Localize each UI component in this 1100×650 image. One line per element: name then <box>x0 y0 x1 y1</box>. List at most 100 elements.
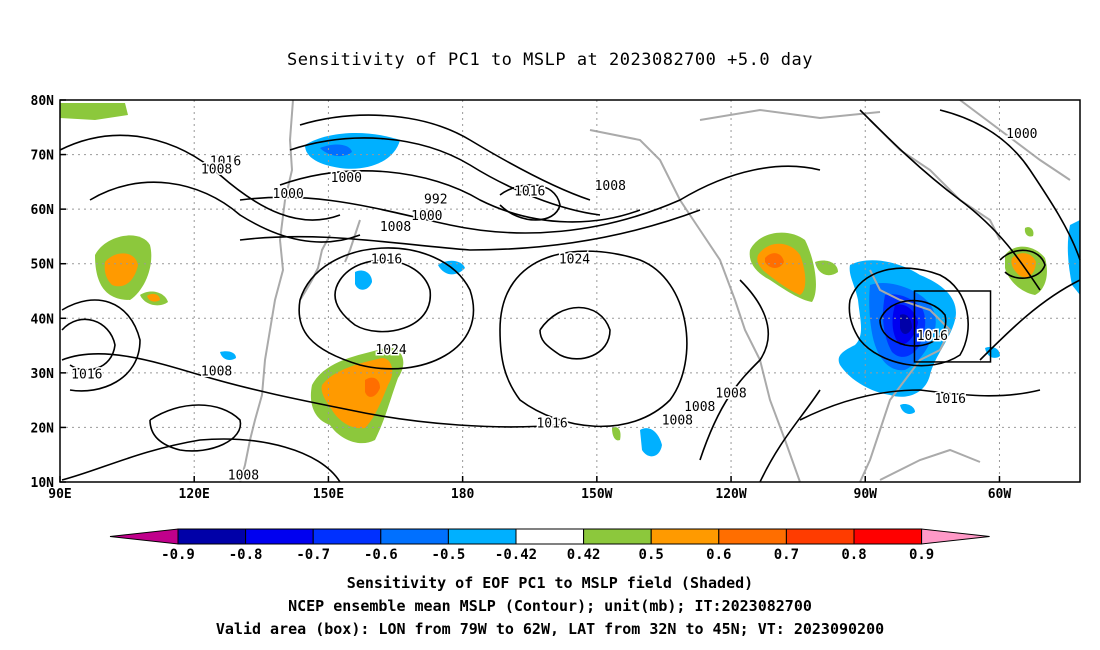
contour-line <box>279 170 641 223</box>
sensitivity-blob <box>305 133 400 169</box>
contour-label: 1008 <box>201 163 232 178</box>
lat-tick-label: 30N <box>31 367 55 382</box>
sensitivity-blob <box>147 293 160 302</box>
coast-east-asia <box>239 99 294 483</box>
contour-label: 1000 <box>331 171 362 186</box>
contour-line <box>999 249 1046 279</box>
sensitivity-blob <box>321 358 393 429</box>
colorbar-swatch <box>380 528 449 545</box>
contour-line <box>334 259 431 333</box>
lat-tick-label: 80N <box>31 94 55 109</box>
colorbar-label: -0.9 <box>161 547 195 563</box>
coast-caribbean <box>879 448 981 481</box>
contour-label: 1016 <box>536 416 567 431</box>
colorbar-swatch <box>853 528 923 545</box>
contour-label: 1016 <box>917 329 948 344</box>
colorbar-label: -0.7 <box>296 547 330 563</box>
valid-area-box <box>913 290 992 363</box>
sensitivity-blob <box>355 270 372 290</box>
contour-label: 1016 <box>210 154 241 169</box>
contour-line <box>61 299 141 392</box>
contour-label: 1008 <box>684 400 715 415</box>
colorbar-label: 0.42 <box>567 547 601 563</box>
lon-tick-label: 90W <box>854 487 878 502</box>
contour-line <box>299 114 591 201</box>
colorbar-label: 0.5 <box>639 547 664 563</box>
contour-label: 992 <box>424 193 447 208</box>
sensitivity-blob <box>640 428 662 457</box>
coast-greenland <box>959 99 1071 181</box>
colorbar-swatch <box>583 528 652 545</box>
colorbar-swatch <box>312 528 382 545</box>
sensitivity-blob <box>900 403 915 414</box>
contour-label: 1016 <box>514 185 545 200</box>
colorbar-label: 0.6 <box>706 547 731 563</box>
contour-line <box>499 250 688 428</box>
coast-north-america-east <box>859 269 952 483</box>
contour-line <box>759 389 821 483</box>
lon-tick-label: 120W <box>715 487 746 502</box>
colorbar-swatch <box>447 528 517 545</box>
contour-label: 1000 <box>1006 127 1037 142</box>
colorbar: -0.9 -0.8 -0.7 -0.6 -0.5 -0.42 0.42 0.5 0.6 0.7 0.… <box>109 528 990 563</box>
sensitivity-blob <box>365 377 380 397</box>
caption-valid-area: Valid area (box): LON from 79W to 62W, L… <box>215 620 885 638</box>
sensitivity-blob <box>320 144 352 157</box>
lon-tick-label: 150E <box>313 487 344 502</box>
contour-line <box>499 184 561 221</box>
contour-line <box>848 267 969 367</box>
colorbar-swatch <box>177 528 247 545</box>
contour-line <box>799 389 1041 421</box>
contour-label: 1016 <box>371 253 402 268</box>
contour-line <box>239 209 701 251</box>
colorbar-swatch <box>650 528 720 545</box>
contour-label: 1000 <box>411 209 442 224</box>
colorbar-label: 0.9 <box>909 547 934 563</box>
sensitivity-shading <box>60 103 1080 457</box>
lon-tick-label: 180 <box>451 487 475 502</box>
caption-shading: Sensitivity of EOF PC1 to MSLP field (Sh… <box>346 574 754 592</box>
contour-line <box>61 318 116 371</box>
colorbar-label: -0.8 <box>229 547 263 563</box>
map-frame <box>59 99 1081 483</box>
contour-line <box>289 137 601 216</box>
contour-label: 1008 <box>228 468 259 483</box>
lon-tick-label: 120E <box>179 487 210 502</box>
colorbar-label: -0.6 <box>364 547 398 563</box>
axis-labels: 90E 120E 150E 180 150W 120W 90W 60W 10N 20N 30N 40N… <box>31 94 1012 502</box>
contour-line <box>939 109 1081 261</box>
colorbar-swatch <box>718 528 787 545</box>
contour-line <box>298 247 475 370</box>
sensitivity-blob <box>985 346 1000 358</box>
sensitivity-blob <box>612 427 621 441</box>
contour-label: 1000 <box>273 187 304 202</box>
contour-label: 1008 <box>380 220 411 235</box>
coast-arctic <box>699 108 881 121</box>
chart-title: Sensitivity of PC1 to MSLP at 2023082700… <box>286 50 813 70</box>
lon-tick-label: 150W <box>581 487 612 502</box>
contour-line <box>879 299 947 347</box>
lat-tick-label: 20N <box>31 421 55 436</box>
sensitivity-blob <box>220 351 236 360</box>
sensitivity-blob <box>900 314 912 334</box>
colorbar-swatch <box>785 528 855 545</box>
contour-line <box>89 181 361 243</box>
sensitivity-blob <box>104 253 138 287</box>
colorbar-label: 0.7 <box>774 547 799 563</box>
lon-tick-label: 60W <box>988 487 1012 502</box>
contour-label: 1016 <box>71 367 102 382</box>
lat-tick-label: 10N <box>31 476 55 491</box>
contour-line <box>149 404 242 452</box>
colorbar-low-arrow <box>109 528 179 545</box>
contour-label: 1008 <box>715 386 746 401</box>
sensitivity-blob <box>815 260 838 276</box>
colorbar-swatch <box>245 528 314 545</box>
colorbar-label: -0.5 <box>432 547 466 563</box>
coast-alaska <box>589 129 801 483</box>
contour-line <box>59 134 341 221</box>
contour-label: 1024 <box>559 253 590 268</box>
sensitivity-blob <box>765 253 784 268</box>
contour-label: 1024 <box>375 343 406 358</box>
